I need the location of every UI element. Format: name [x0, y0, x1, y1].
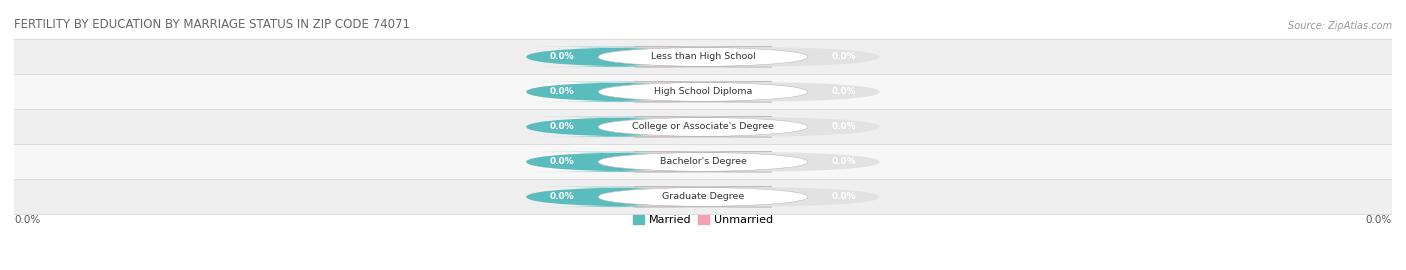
Bar	[14, 144, 1392, 179]
Bar	[14, 75, 1392, 109]
Text: 0.0%: 0.0%	[550, 122, 575, 131]
Bar	[14, 179, 1392, 214]
FancyBboxPatch shape	[526, 117, 880, 137]
FancyBboxPatch shape	[598, 82, 775, 102]
FancyBboxPatch shape	[526, 117, 703, 137]
FancyBboxPatch shape	[598, 117, 808, 137]
FancyBboxPatch shape	[598, 47, 775, 67]
Text: High School Diploma: High School Diploma	[654, 87, 752, 96]
FancyBboxPatch shape	[526, 82, 880, 102]
FancyBboxPatch shape	[526, 152, 703, 172]
Bar	[14, 39, 1392, 75]
FancyBboxPatch shape	[598, 152, 808, 172]
FancyBboxPatch shape	[526, 82, 703, 102]
Text: College or Associate's Degree: College or Associate's Degree	[633, 122, 773, 131]
Text: Bachelor's Degree: Bachelor's Degree	[659, 157, 747, 166]
Text: 0.0%: 0.0%	[1365, 215, 1392, 225]
Text: 0.0%: 0.0%	[831, 52, 856, 61]
FancyBboxPatch shape	[526, 152, 880, 172]
FancyBboxPatch shape	[526, 47, 880, 67]
FancyBboxPatch shape	[598, 47, 808, 67]
Text: 0.0%: 0.0%	[831, 157, 856, 166]
Text: 0.0%: 0.0%	[550, 52, 575, 61]
Text: 0.0%: 0.0%	[550, 193, 575, 201]
Text: Graduate Degree: Graduate Degree	[662, 193, 744, 201]
Text: 0.0%: 0.0%	[831, 87, 856, 96]
FancyBboxPatch shape	[598, 187, 808, 207]
FancyBboxPatch shape	[598, 187, 775, 207]
FancyBboxPatch shape	[526, 187, 703, 207]
Text: 0.0%: 0.0%	[550, 157, 575, 166]
Legend: Married, Unmarried: Married, Unmarried	[633, 215, 773, 225]
FancyBboxPatch shape	[526, 47, 703, 67]
Text: 0.0%: 0.0%	[14, 215, 41, 225]
FancyBboxPatch shape	[526, 187, 880, 207]
Text: FERTILITY BY EDUCATION BY MARRIAGE STATUS IN ZIP CODE 74071: FERTILITY BY EDUCATION BY MARRIAGE STATU…	[14, 18, 411, 31]
Text: 0.0%: 0.0%	[831, 193, 856, 201]
Text: 0.0%: 0.0%	[550, 87, 575, 96]
Text: 0.0%: 0.0%	[831, 122, 856, 131]
FancyBboxPatch shape	[598, 152, 775, 172]
FancyBboxPatch shape	[598, 82, 808, 102]
Text: Source: ZipAtlas.com: Source: ZipAtlas.com	[1288, 21, 1392, 31]
FancyBboxPatch shape	[598, 117, 775, 137]
Bar	[14, 109, 1392, 144]
Text: Less than High School: Less than High School	[651, 52, 755, 61]
